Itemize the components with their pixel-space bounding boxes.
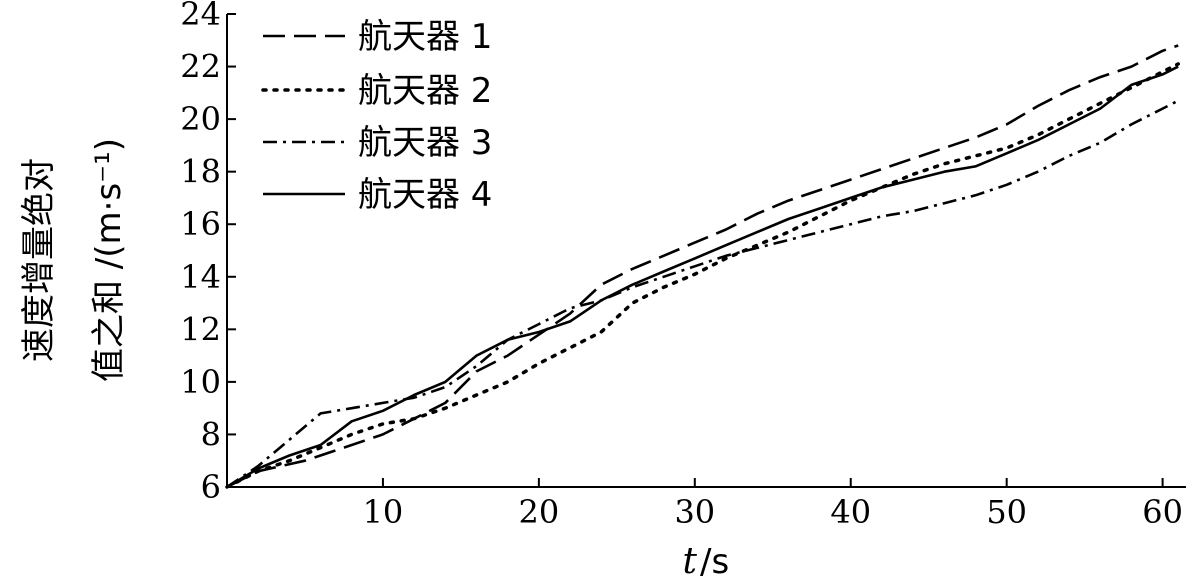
- y-axis-title-line2: 值之和 /(m·s⁻¹): [89, 138, 129, 382]
- y-axis-title-line1: 速度增量绝对: [19, 158, 59, 362]
- series-line-1: [226, 44, 1179, 489]
- legend-label: 航天器 1: [358, 17, 492, 57]
- y-tick-label: 8: [201, 415, 221, 453]
- series-line-4: [226, 65, 1179, 489]
- x-tick-label: 40: [830, 493, 871, 531]
- y-tick-label: 24: [180, 0, 221, 33]
- x-axis-title: t /s: [683, 541, 730, 582]
- legend: 航天器 1 航天器 2 航天器 3 航天器 4: [261, 17, 492, 215]
- y-tick-label: 12: [180, 310, 221, 348]
- y-axis-title: 速度增量绝对 值之和 /(m·s⁻¹): [19, 138, 129, 382]
- x-axis-unit: /s: [700, 542, 729, 582]
- y-tick-label: 22: [180, 48, 221, 86]
- x-tick-label: 10: [363, 493, 404, 531]
- y-tick-label: 20: [180, 100, 221, 138]
- x-tick-label: 50: [986, 493, 1027, 531]
- y-tick-label: 18: [180, 153, 221, 191]
- x-tick-label: 20: [519, 493, 560, 531]
- x-tick-label: 60: [1142, 493, 1183, 531]
- x-axis-var: t: [683, 541, 698, 582]
- series-line-3: [226, 99, 1179, 489]
- x-tick-label: 30: [674, 493, 715, 531]
- axes: [226, 14, 1186, 488]
- y-tick-label: 6: [201, 468, 221, 506]
- series-lines: [225, 44, 1180, 489]
- x-ticks: 10 20 30 40 50 60: [363, 478, 1183, 531]
- y-ticks: 6 8 10 12 14 16 18 20 22 24: [180, 0, 236, 506]
- series-line-2: [225, 62, 1180, 489]
- y-tick-label: 16: [180, 205, 221, 243]
- legend-label: 航天器 4: [358, 175, 492, 215]
- y-tick-label: 10: [180, 363, 221, 401]
- legend-label: 航天器 3: [358, 123, 492, 163]
- legend-label: 航天器 2: [358, 71, 492, 111]
- y-tick-label: 14: [180, 258, 221, 296]
